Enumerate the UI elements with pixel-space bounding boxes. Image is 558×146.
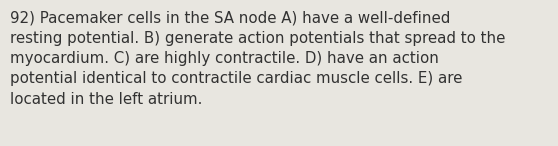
Text: 92) Pacemaker cells in the SA node A) have a well-defined
resting potential. B) : 92) Pacemaker cells in the SA node A) ha… — [10, 10, 506, 107]
